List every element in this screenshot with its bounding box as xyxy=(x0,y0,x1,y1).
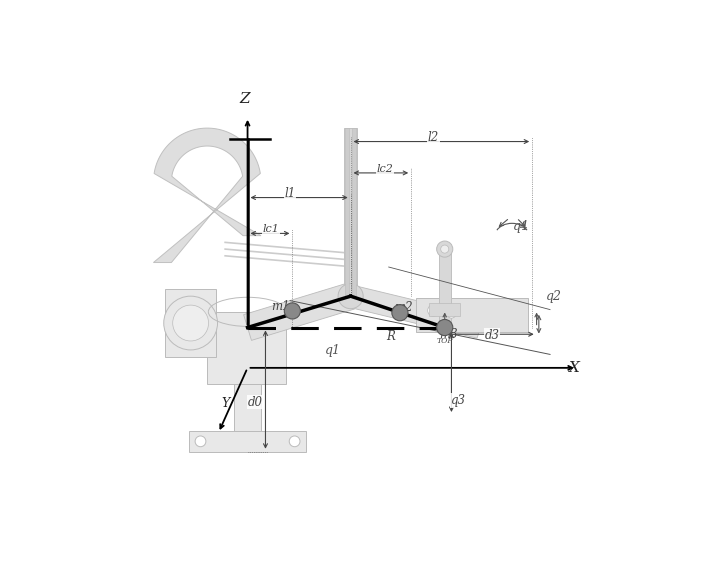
Text: Z: Z xyxy=(239,92,250,106)
Text: q2: q2 xyxy=(546,290,561,303)
Text: q4: q4 xyxy=(513,220,529,233)
Text: q3: q3 xyxy=(450,394,466,407)
Text: l1: l1 xyxy=(285,187,296,200)
Circle shape xyxy=(164,296,217,350)
Text: l2: l2 xyxy=(428,132,439,144)
Circle shape xyxy=(428,304,439,317)
Text: TOP: TOP xyxy=(437,338,453,345)
Text: d0: d0 xyxy=(248,396,263,409)
Text: Y: Y xyxy=(221,397,229,410)
Text: m3: m3 xyxy=(439,328,457,340)
Text: lc1: lc1 xyxy=(263,224,280,234)
Circle shape xyxy=(441,245,449,253)
Text: R: R xyxy=(386,330,395,343)
Polygon shape xyxy=(164,289,216,357)
Text: m1: m1 xyxy=(271,300,289,313)
Circle shape xyxy=(437,320,453,336)
Circle shape xyxy=(437,241,453,257)
Circle shape xyxy=(338,283,363,308)
Circle shape xyxy=(289,436,300,447)
Polygon shape xyxy=(153,128,261,262)
Text: d3: d3 xyxy=(484,329,499,342)
Text: lc2: lc2 xyxy=(377,164,393,175)
Polygon shape xyxy=(344,128,357,299)
Polygon shape xyxy=(189,431,306,452)
Circle shape xyxy=(173,305,208,341)
Text: m2: m2 xyxy=(394,301,412,314)
Circle shape xyxy=(285,303,301,319)
Polygon shape xyxy=(345,128,349,299)
Circle shape xyxy=(392,304,408,321)
Polygon shape xyxy=(416,299,527,332)
Polygon shape xyxy=(429,303,460,317)
Text: X: X xyxy=(569,361,580,375)
Polygon shape xyxy=(208,312,286,384)
Circle shape xyxy=(195,436,206,447)
Polygon shape xyxy=(439,249,450,330)
Circle shape xyxy=(447,309,456,318)
Polygon shape xyxy=(234,384,261,431)
Polygon shape xyxy=(352,128,357,299)
Polygon shape xyxy=(244,283,354,340)
Polygon shape xyxy=(347,286,484,338)
Text: q1: q1 xyxy=(325,344,341,357)
